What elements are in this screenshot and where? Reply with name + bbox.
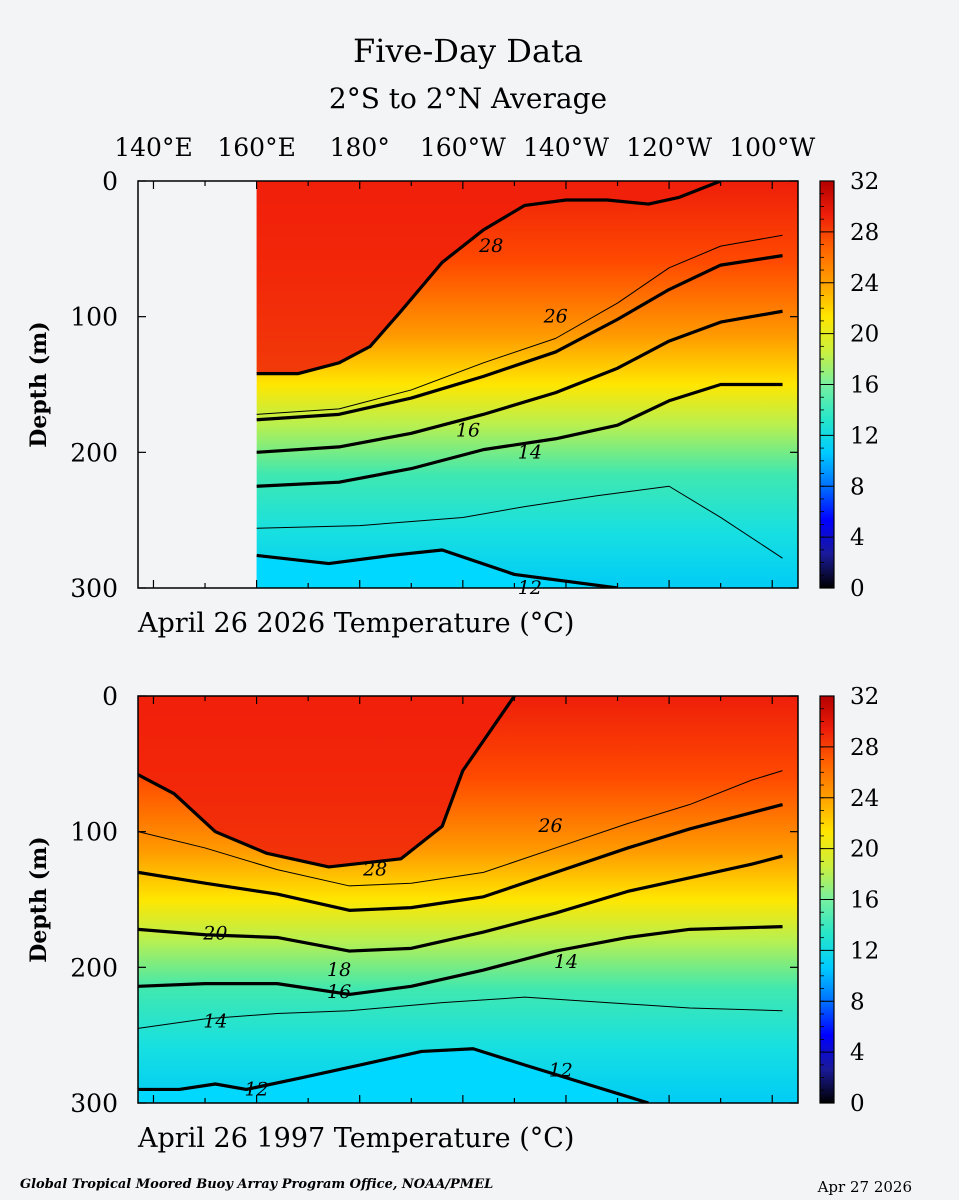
contour-28	[138, 696, 516, 869]
contour-label-12: 12	[549, 1059, 573, 1081]
cold-region	[138, 1048, 649, 1103]
plot-frame	[137, 695, 799, 1104]
y-tick-label: 100	[70, 818, 118, 847]
contour-label-20: 20	[202, 922, 227, 944]
contour-label-28: 28	[362, 859, 387, 881]
colorbar-tick-label: 4	[850, 1040, 865, 1066]
contour-label-14: 14	[518, 441, 542, 463]
panel-caption: April 26 2026 Temperature (°C)	[137, 608, 574, 639]
contour-label-26: 26	[543, 306, 568, 328]
y-tick-label: 0	[102, 682, 118, 711]
contour-20	[256, 309, 783, 454]
x-tick-label: 120°W	[626, 133, 712, 162]
chart-title: Five-Day Data	[353, 32, 583, 70]
x-tick-label: 160°W	[420, 133, 506, 162]
x-tick-label: 160°E	[217, 133, 295, 162]
contour-label-14: 14	[554, 951, 578, 973]
contour-24	[256, 254, 783, 422]
y-tick-label: 200	[70, 953, 118, 982]
chart-subtitle: 2°S to 2°N Average	[329, 82, 607, 115]
colorbar-tick-label: 32	[850, 169, 879, 195]
colorbar-tick-label: 12	[850, 423, 879, 449]
contour-label-26: 26	[537, 815, 562, 837]
colorbar-tick-label: 20	[850, 837, 879, 863]
cold-region	[256, 550, 618, 588]
contour-label-16: 16	[327, 981, 351, 1003]
colorbar-tick-label: 4	[850, 525, 865, 551]
y-tick-label: 200	[70, 438, 118, 467]
panel-caption: April 26 1997 Temperature (°C)	[137, 1123, 574, 1154]
colorbar-tick-label: 8	[850, 989, 865, 1015]
colorbar-tick-label: 32	[850, 684, 879, 710]
contour-label-16: 16	[456, 420, 480, 442]
temperature-field	[138, 696, 798, 1103]
contour-16	[138, 925, 783, 997]
y-tick-label: 100	[70, 303, 118, 332]
x-tick-label: 140°E	[114, 133, 192, 162]
y-axis-label: Depth (m)	[26, 836, 52, 962]
colorbar-tick-label: 16	[850, 888, 879, 914]
colorbar-tick-label: 16	[850, 373, 879, 399]
colorbar-tick-label: 0	[850, 576, 865, 602]
contour-label-28: 28	[478, 235, 503, 257]
footer-credit: Global Tropical Moored Buoy Array Progra…	[20, 1177, 493, 1192]
colorbar-tick-label: 24	[850, 271, 879, 297]
colorbar-tick-label: 8	[850, 474, 865, 500]
contour-16	[256, 382, 783, 488]
y-tick-label: 300	[70, 1089, 118, 1118]
contour-label-14: 14	[203, 1011, 227, 1033]
colorbar-tick-label: 28	[850, 220, 879, 246]
colorbar-tick-label: 0	[850, 1091, 865, 1117]
colorbar-tick-label: 28	[850, 735, 879, 761]
contour-24	[138, 802, 783, 912]
plot-frame	[137, 180, 799, 589]
x-tick-label: 140°W	[523, 133, 609, 162]
contour-label-18: 18	[327, 959, 351, 981]
contour-14	[138, 996, 783, 1029]
y-tick-label: 0	[102, 167, 118, 196]
contour-12	[256, 548, 618, 588]
x-tick-label: 100°W	[729, 133, 815, 162]
y-tick-label: 300	[70, 574, 118, 603]
contour-label-12: 12	[245, 1078, 269, 1100]
y-axis-label: Depth (m)	[26, 321, 52, 447]
colorbar-tick-label: 24	[850, 786, 879, 812]
contour-26	[138, 770, 783, 887]
colorbar-tick-label: 12	[850, 938, 879, 964]
footer-date: Apr 27 2026	[817, 1178, 912, 1196]
contour-28	[256, 181, 722, 376]
contour-26	[256, 234, 783, 415]
contour-20	[138, 854, 783, 953]
x-tick-label: 180°	[330, 133, 390, 162]
contour-12	[138, 1047, 649, 1103]
warm-pool-region	[256, 181, 721, 374]
temperature-field	[256, 181, 798, 588]
colorbar-tick-label: 20	[850, 322, 879, 348]
contour-14	[256, 485, 783, 559]
warm-pool-region	[138, 696, 515, 867]
